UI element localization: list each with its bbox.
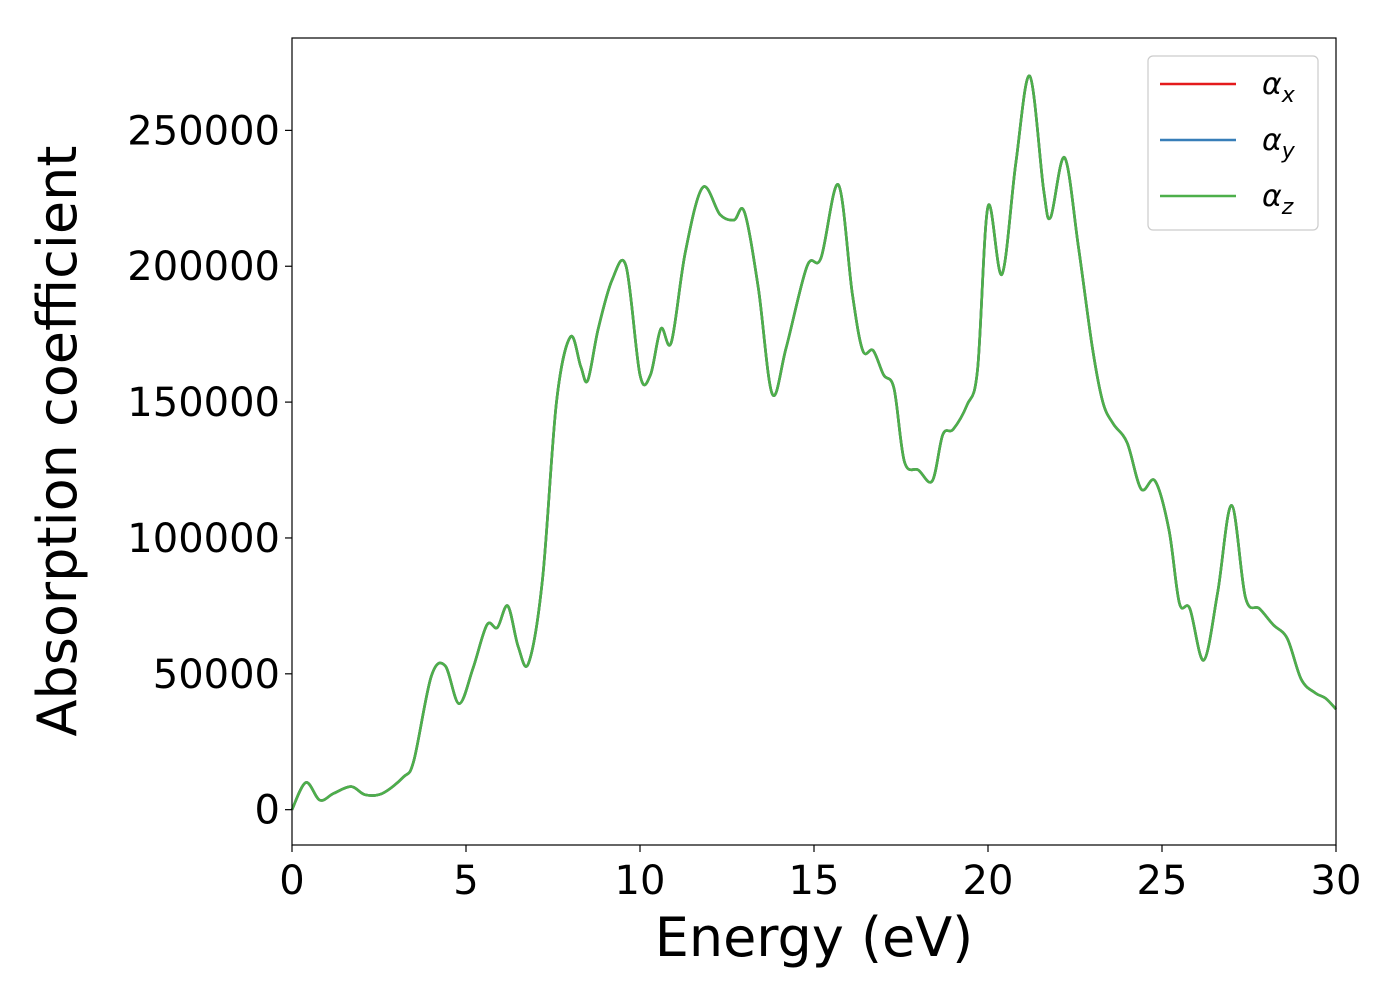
x-tick-label: 30: [1311, 858, 1362, 904]
y-tick-label: 250000: [127, 108, 280, 154]
x-tick-label: 15: [789, 858, 840, 904]
y-tick-label: 50000: [153, 652, 280, 698]
series-layer: [290, 74, 1337, 811]
y-tick-label: 0: [255, 788, 280, 834]
y-tick-label: 150000: [127, 380, 280, 426]
y-axis-ticks: 0 50000 100000 150000 200000 250000: [127, 108, 292, 834]
x-tick-label: 25: [1137, 858, 1188, 904]
series-line-z: [290, 74, 1337, 811]
x-tick-label: 0: [279, 858, 304, 904]
x-tick-label: 20: [963, 858, 1014, 904]
y-axis-title: Absorption coefficient: [26, 146, 89, 737]
legend-frame: [1147, 55, 1319, 231]
x-axis-ticks: 0 5 10 15 20 25 30: [279, 845, 1361, 904]
x-tick-label: 10: [615, 858, 666, 904]
x-axis-title: Energy (eV): [655, 906, 974, 969]
y-tick-label: 200000: [127, 244, 280, 290]
x-tick-label: 5: [453, 858, 478, 904]
y-tick-label: 100000: [127, 516, 280, 562]
